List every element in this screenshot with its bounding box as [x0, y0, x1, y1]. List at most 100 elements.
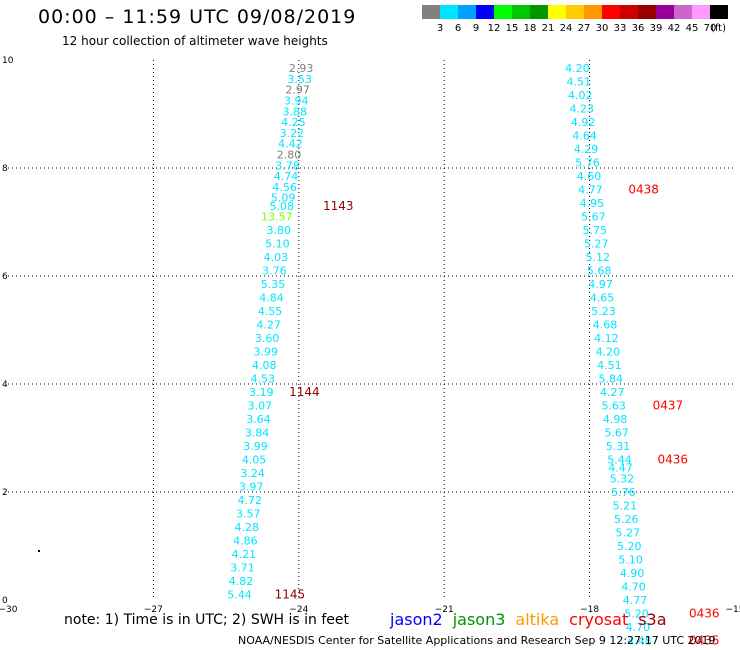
satellite-name-jason2: jason2 [390, 610, 443, 629]
swh-value-label: 5.27 [584, 238, 609, 251]
color-scale-label: 6 [455, 23, 461, 34]
swh-value-label: 4.65 [590, 292, 615, 305]
swh-value-label: 3.80 [267, 224, 292, 237]
chart-subtitle: 12 hour collection of altimeter wave hei… [62, 34, 328, 48]
swh-value-label: 4.20 [596, 346, 621, 359]
color-swatch [638, 5, 656, 19]
satellite-name-cryosat: cryosat [569, 610, 629, 629]
color-scale-label: 3 [437, 23, 443, 34]
swh-value-label: 2.80 [277, 149, 302, 162]
swh-value-label: 3.99 [253, 346, 278, 359]
pass-time-label: 0437 [653, 399, 684, 413]
pass-time-label: 0438 [628, 183, 659, 197]
color-swatch [548, 5, 566, 19]
swh-value-label: 5.32 [610, 473, 635, 486]
swh-value-label: 4.90 [620, 567, 645, 580]
pass-time-label: 1145 [275, 588, 306, 602]
color-swatch [620, 5, 638, 19]
color-swatch [584, 5, 602, 19]
swh-value-label: 3.19 [249, 386, 274, 399]
swh-value-label: 5.09 [271, 192, 296, 205]
swh-value-label: 4.64 [572, 130, 597, 143]
x-tick-label: −15 [726, 605, 740, 615]
color-scale-label: 36 [632, 23, 645, 34]
color-scale-unit: (ft) [711, 23, 726, 34]
swh-value-label: 3.78 [275, 159, 300, 172]
swh-value-label: 4.77 [578, 184, 603, 197]
swh-value-label: 4.23 [569, 103, 594, 116]
satellite-name-s3a: s3a [638, 610, 667, 629]
swh-value-label: 4.12 [594, 332, 619, 345]
y-tick-label: 4 [2, 380, 8, 390]
swh-value-label: 3.64 [246, 413, 271, 426]
x-tick-label: −24 [289, 605, 308, 615]
color-swatch [458, 5, 476, 19]
swh-value-label: 4.51 [567, 76, 592, 89]
color-swatch [476, 5, 494, 19]
swh-value-label: 4.95 [580, 197, 605, 210]
color-swatch [530, 5, 548, 19]
swh-value-label: 4.72 [237, 494, 262, 507]
satellite-legend: jason2 jason3 altika cryosat s3a [390, 610, 677, 629]
swh-value-label: 4.68 [593, 319, 618, 332]
swh-value-label: 4.82 [229, 575, 254, 588]
color-swatch [602, 5, 620, 19]
color-swatch [692, 5, 710, 19]
swh-value-label: 3.57 [236, 508, 261, 521]
pass-time-label: 1143 [323, 199, 354, 213]
x-tick-label: −21 [435, 605, 454, 615]
swh-value-label: 4.70 [626, 621, 651, 634]
color-scale-label: 15 [506, 23, 519, 34]
x-tick-label: −30 [0, 605, 18, 615]
pass-time-label: 0436 [657, 453, 688, 467]
color-swatch [566, 5, 584, 19]
swh-value-label: 5.44 [607, 454, 632, 467]
swh-value-label: 4.08 [252, 359, 277, 372]
swh-value-label: 5.26 [614, 513, 639, 526]
color-scale-label: 27 [578, 23, 591, 34]
color-swatch [494, 5, 512, 19]
swh-value-label: 4.27 [256, 319, 281, 332]
swh-value-label: 2.93 [289, 62, 314, 75]
pass-time-label: 0435 [689, 634, 720, 648]
swh-value-label: 4.84 [259, 292, 284, 305]
swh-value-label: 5.84 [599, 373, 624, 386]
color-scale-label: 18 [524, 23, 537, 34]
satellite-name-jason3: jason3 [452, 610, 506, 629]
swh-value-label: 4.55 [258, 305, 283, 318]
y-tick-label: 2 [2, 488, 8, 498]
color-scale-label: 42 [668, 23, 681, 34]
swh-value-label: 5.10 [265, 238, 290, 251]
color-scale-label: 39 [650, 23, 663, 34]
x-tick-label: −27 [144, 605, 163, 615]
swh-value-label: 5.35 [261, 278, 286, 291]
swh-value-label: 5.44 [227, 589, 252, 602]
swh-value-label: 4.56 [272, 181, 297, 194]
swh-value-label: 4.53 [251, 373, 276, 386]
swh-value-label: 4.74 [274, 170, 299, 183]
swh-value-label: 4.77 [623, 594, 648, 607]
color-swatch [512, 5, 530, 19]
swh-value-label: 3.84 [245, 427, 270, 440]
swh-value-label: 2.97 [285, 84, 310, 97]
swh-value-label: 5.20 [624, 608, 649, 621]
footer-note: note: 1) Time is in UTC; 2) SWH is in fe… [64, 612, 350, 628]
swh-value-label: 4.47 [608, 462, 633, 475]
swh-value-label: 4.86 [233, 535, 258, 548]
swh-value-label: 5.20 [617, 540, 642, 553]
swh-value-label: 3.22 [280, 127, 305, 140]
x-tick-label: −18 [580, 605, 599, 615]
color-scale-label: 12 [488, 23, 501, 34]
swh-value-label: 13.57 [261, 211, 293, 224]
color-scale-label: 21 [542, 23, 555, 34]
swh-value-label: 4.51 [597, 359, 622, 372]
swh-value-label: 4.27 [600, 386, 625, 399]
y-tick-label: 0 [2, 596, 8, 606]
swh-value-label: 4.42 [278, 138, 303, 151]
swh-value-label: 5.31 [606, 440, 631, 453]
swh-value-label: 5.67 [581, 211, 606, 224]
swh-value-label: 3.99 [243, 440, 268, 453]
color-scale-label: 70 [704, 23, 717, 34]
swh-value-label: 3.71 [230, 562, 255, 575]
